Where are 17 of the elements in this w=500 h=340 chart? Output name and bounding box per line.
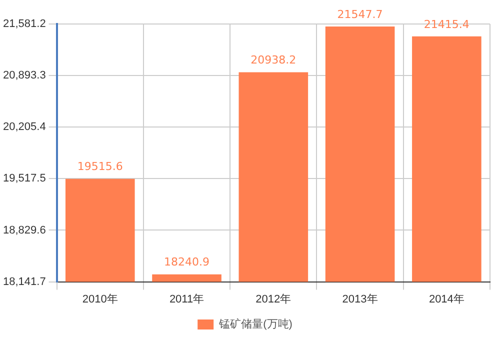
y-tick-label: 20,205.4 [2, 121, 46, 134]
y-tick-label: 18,829.6 [2, 224, 46, 236]
y-tick-label: 21,581.2 [2, 18, 46, 30]
y-tick-label: 20,893.3 [2, 70, 46, 82]
x-tick-label: 2011年 [169, 293, 204, 306]
x-tick-label: 2013年 [342, 293, 378, 306]
x-tick-label: 2012年 [256, 293, 292, 306]
legend-label: 锰矿储量(万吨) [218, 318, 292, 331]
x-tick-label: 2010年 [82, 293, 118, 306]
data-label: 21547.7 [337, 8, 383, 21]
data-label: 18240.9 [164, 256, 210, 269]
y-tick-label: 18,141.7 [2, 276, 46, 288]
data-label: 21415.4 [424, 18, 470, 31]
x-tick-label: 2014年 [428, 293, 464, 306]
data-label: 20938.2 [250, 54, 296, 67]
data-label: 19515.6 [77, 160, 123, 174]
y-tick-label: 19,517.5 [2, 172, 46, 185]
